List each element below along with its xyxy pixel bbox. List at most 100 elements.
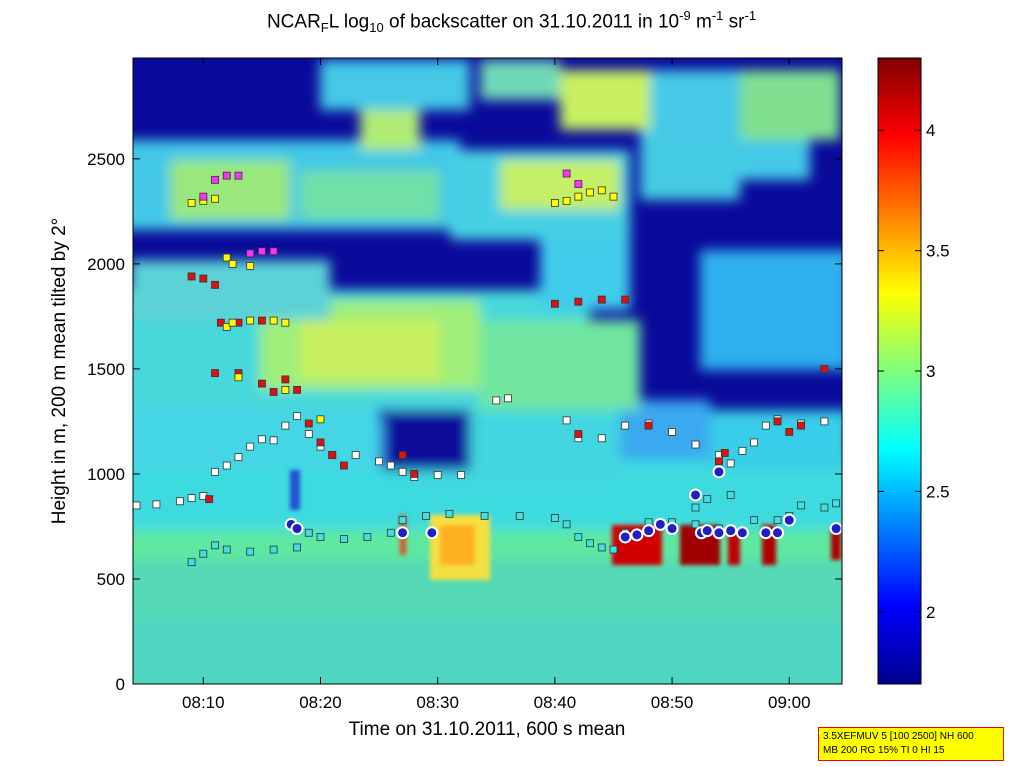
yellow-square-marker [316,415,325,424]
yellow-square-marker [246,316,255,325]
red-square-marker [316,438,325,447]
cyan-square-marker [211,541,219,550]
circle-marker [712,526,726,540]
white-square-marker [386,461,395,470]
y-tick-label: 500 [97,570,125,589]
circle-marker [829,522,842,536]
circle-marker [712,465,726,479]
yellow-square-marker [562,196,571,205]
magenta-square-marker [211,175,219,184]
y-axis: 0 500 1000 1500 2000 2500 [87,150,842,694]
x-tick-label: 08:50 [651,693,694,712]
red-square-marker [550,299,559,308]
white-square-marker [293,412,301,421]
cyan-square-marker [246,547,255,556]
y-tick-label: 2500 [87,150,125,169]
parameter-line-1: 3.5XEFMUV 5 [100 2500] NH 600 [823,731,974,742]
red-square-marker [340,461,348,470]
circle-marker [425,526,439,540]
cyan-square-marker [609,545,618,554]
red-square-marker [621,295,630,304]
red-square-marker [715,457,723,466]
white-square-marker [562,416,571,425]
red-square-marker [211,280,219,289]
yellow-square-marker [211,194,219,203]
colorbar-tick-label: 2.5 [926,482,950,501]
yellow-square-marker [281,318,290,327]
red-square-marker [293,386,301,394]
colorbar-tick-label: 3 [926,362,935,381]
circle-marker [771,526,785,540]
circle-marker [759,526,773,540]
red-square-marker [205,495,214,504]
yellow-square-marker [234,373,243,382]
magenta-square-marker [269,247,278,256]
red-square-marker [410,470,419,478]
magenta-square-marker [246,249,255,258]
cyan-square-marker [726,491,735,499]
cyan-square-marker [293,543,301,552]
yellow-square-marker [246,262,255,270]
white-square-marker [222,461,231,470]
cyan-square-marker [422,512,430,520]
red-square-marker [304,419,313,428]
white-square-marker [597,434,606,443]
clear-air-gap [385,410,470,470]
white-square-marker [133,501,141,510]
circle-marker [782,513,796,527]
x-tick-label: 08:10 [182,693,225,712]
y-tick-label: 1500 [87,360,125,379]
magenta-square-marker [234,171,243,180]
white-square-marker [691,440,700,449]
red-square-marker [773,417,782,426]
red-square-marker [574,297,583,306]
red-square-marker [720,449,729,457]
y-tick-label: 1000 [87,465,125,484]
circle-marker [653,517,667,531]
white-square-marker [750,438,759,447]
cyan-square-marker [562,520,571,529]
white-square-marker [175,497,184,506]
red-square-marker [211,369,219,378]
colorbar-ticks: 2 2.5 3 3.5 4 [878,121,950,622]
cyan-square-marker [304,528,313,537]
red-square-marker [820,364,829,373]
white-square-marker [281,421,290,430]
cyan-square-marker [199,549,208,558]
red-square-marker [281,375,290,384]
x-tick-label: 08:20 [299,693,342,712]
white-square-marker [738,446,747,455]
cyan-square-marker [691,520,700,529]
circle-marker [618,530,632,544]
white-square-marker [246,442,255,451]
y-tick-label: 0 [116,675,125,694]
magenta-square-marker [574,180,583,188]
x-axis-label: Time on 31.10.2011, 600 s mean [349,719,626,740]
x-tick-label: 09:00 [768,693,811,712]
circle-marker [290,522,304,536]
white-square-marker [269,436,278,445]
heatmap-area [133,58,842,684]
magenta-square-marker [562,169,571,178]
red-square-marker [199,274,208,283]
white-square-marker [761,421,770,430]
white-square-marker [258,435,266,444]
parameter-info-box: 3.5XEFMUV 5 [100 2500] NH 600 MB 200 RG … [818,727,1004,761]
cyan-square-marker [187,558,196,567]
cyan-square-marker [515,512,524,520]
yellow-square-marker [228,318,237,327]
cyan-square-marker [550,514,559,522]
cyan-square-marker [398,516,407,525]
x-axis: 08:10 08:20 08:30 08:40 08:50 09:00 [182,58,811,712]
white-square-marker [351,451,360,459]
red-square-marker [187,272,196,281]
circle-marker [630,528,644,542]
cyan-square-marker [445,509,454,518]
yellow-square-marker [222,322,231,331]
white-square-marker [457,471,466,479]
parameter-line-2: MB 200 RG 15% TI 0 HI 15 [823,745,945,756]
red-square-marker [644,421,653,430]
white-square-marker [187,494,196,502]
magenta-square-marker [199,192,208,201]
